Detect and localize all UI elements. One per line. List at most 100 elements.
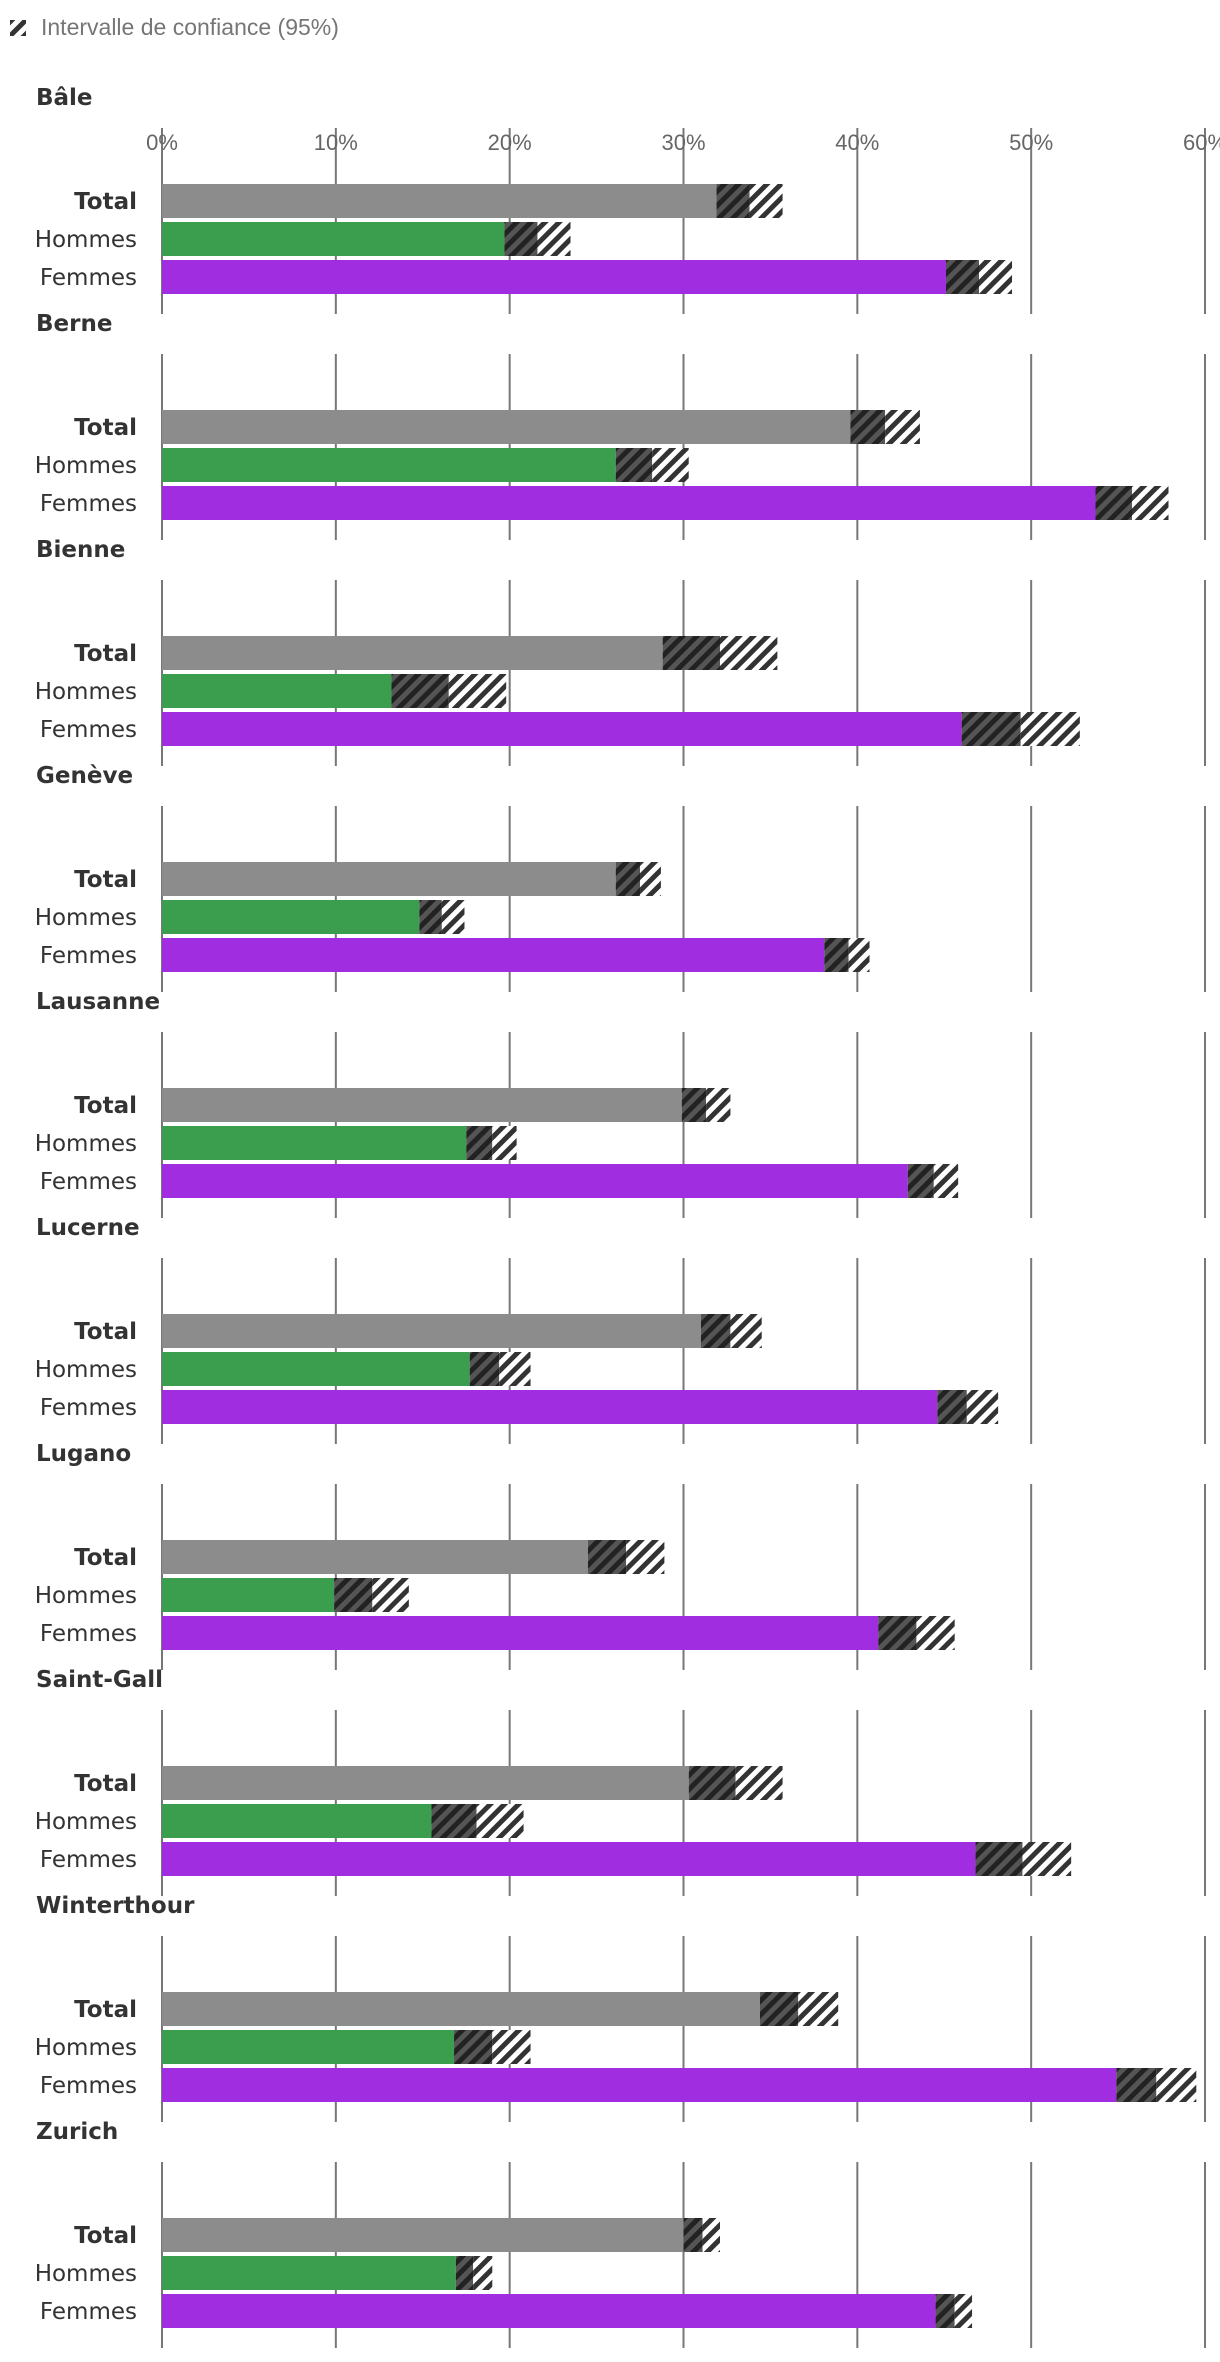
ci-upper-segment <box>448 674 507 708</box>
ci-upper-segment <box>1020 712 1080 746</box>
bar <box>162 1616 879 1650</box>
ci-lower-segment <box>1095 486 1132 520</box>
legend: Intervalle de confiance (95%) <box>10 14 339 40</box>
row-label: Femmes <box>40 1847 137 1873</box>
tick-label: 10% <box>314 130 358 155</box>
ci-lower-segment <box>454 2030 493 2064</box>
ci-upper-segment <box>441 900 465 934</box>
panel-title: Bienne <box>36 537 125 563</box>
ci-lower-segment <box>504 222 538 256</box>
bar <box>162 260 946 294</box>
ci-lower-segment <box>419 900 442 934</box>
ci-upper-segment <box>848 938 870 972</box>
panel-title: Bâle <box>36 85 93 111</box>
row-label: Total <box>74 415 137 441</box>
bar <box>162 1164 908 1198</box>
bar <box>162 1390 938 1424</box>
row-label: Femmes <box>40 491 137 517</box>
panel-title: Lausanne <box>36 989 160 1015</box>
ci-lower-segment <box>431 1804 477 1838</box>
bar <box>162 938 825 972</box>
ci-upper-segment <box>1156 2068 1197 2102</box>
bar <box>162 222 505 256</box>
bar <box>162 1352 470 1386</box>
panel-title: Zurich <box>36 2119 118 2145</box>
row-label: Hommes <box>35 227 137 253</box>
ci-upper-segment <box>1131 486 1169 520</box>
ci-lower-segment <box>878 1616 917 1650</box>
row-label: Femmes <box>40 943 137 969</box>
tick-label: 40% <box>835 130 879 155</box>
row-label: Femmes <box>40 1395 137 1421</box>
row-label: Hommes <box>35 1131 137 1157</box>
bar <box>162 1088 682 1122</box>
panel-title: Saint-Gall <box>36 1667 163 1693</box>
bar <box>162 1842 976 1876</box>
bar <box>162 1578 335 1612</box>
panel-6: Lugano Total Hommes Femmes <box>35 1441 1206 1670</box>
panel-title: Lugano <box>36 1441 131 1467</box>
ci-lower-segment <box>662 636 721 670</box>
row-label: Total <box>74 1319 137 1345</box>
bar <box>162 900 420 934</box>
ci-upper-segment <box>372 1578 409 1612</box>
ci-upper-segment <box>492 1126 517 1160</box>
ci-lower-segment <box>937 1390 967 1424</box>
ci-upper-segment <box>476 1804 524 1838</box>
ci-lower-segment <box>615 448 653 482</box>
row-label: Total <box>74 1093 137 1119</box>
ci-lower-segment <box>945 260 980 294</box>
panel-title: Winterthour <box>36 1893 195 1919</box>
ci-lower-segment <box>975 1842 1023 1876</box>
ci-upper-segment <box>966 1390 999 1424</box>
panels: Bâle 0% 10% 20% 30% 40% 50% 60% Total Hommes Femme… <box>35 85 1220 2348</box>
panel-7: Saint-Gall Total Hommes Femmes <box>35 1667 1206 1896</box>
panel-title: Berne <box>36 311 112 337</box>
ci-lower-segment <box>1116 2068 1157 2102</box>
ci-upper-segment <box>916 1616 955 1650</box>
ci-upper-segment <box>473 2256 493 2290</box>
ci-upper-segment <box>537 222 571 256</box>
bar <box>162 2030 455 2064</box>
ci-lower-segment <box>615 862 641 896</box>
ci-upper-segment <box>730 1314 762 1348</box>
row-label: Hommes <box>35 453 137 479</box>
bar <box>162 712 962 746</box>
ci-upper-segment <box>749 184 783 218</box>
row-label: Total <box>74 641 137 667</box>
row-label: Femmes <box>40 1169 137 1195</box>
ci-lower-segment <box>334 1578 373 1612</box>
panel-2: Bienne Total Hommes Femmes <box>35 537 1206 766</box>
bar <box>162 862 616 896</box>
bar <box>162 184 717 218</box>
bar <box>162 1126 467 1160</box>
bar <box>162 2068 1117 2102</box>
panel-3: Genève Total Hommes Femmes <box>35 763 1206 992</box>
bar <box>162 1766 689 1800</box>
ci-upper-segment <box>885 410 920 444</box>
bar <box>162 1540 588 1574</box>
row-label: Hommes <box>35 2261 137 2287</box>
panel-1: Berne Total Hommes Femmes <box>35 311 1206 540</box>
tick-label: 20% <box>488 130 532 155</box>
ci-upper-segment <box>499 1352 531 1386</box>
ci-lower-segment <box>935 2294 955 2328</box>
bar <box>162 2294 936 2328</box>
bar <box>162 448 616 482</box>
ci-lower-segment <box>391 674 449 708</box>
panel-0: Bâle 0% 10% 20% 30% 40% 50% 60% Total Hommes Femme… <box>35 85 1220 314</box>
tick-label: 60% <box>1183 130 1220 155</box>
ci-lower-segment <box>683 2218 703 2252</box>
ci-upper-segment <box>702 2218 721 2252</box>
row-label: Hommes <box>35 1583 137 1609</box>
row-label: Hommes <box>35 1357 137 1383</box>
ci-lower-segment <box>469 1352 500 1386</box>
tick-label: 50% <box>1009 130 1053 155</box>
row-label: Femmes <box>40 265 137 291</box>
bar <box>162 636 663 670</box>
row-label: Femmes <box>40 2073 137 2099</box>
row-label: Hommes <box>35 1809 137 1835</box>
ci-upper-segment <box>640 862 661 896</box>
ci-lower-segment <box>681 1088 707 1122</box>
